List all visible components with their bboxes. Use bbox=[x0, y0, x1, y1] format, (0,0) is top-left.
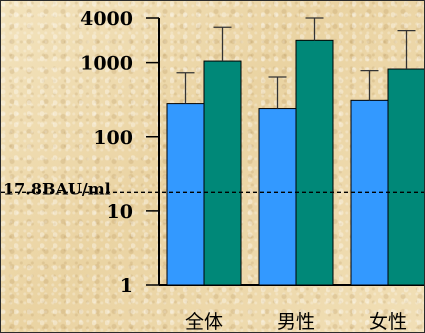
y-tick-label: 4000 bbox=[80, 8, 133, 30]
category-label: 男性 bbox=[277, 311, 315, 332]
error-bars bbox=[176, 17, 416, 109]
bar bbox=[258, 108, 297, 286]
bar bbox=[295, 39, 334, 286]
bar bbox=[166, 103, 205, 286]
bar bbox=[203, 60, 242, 286]
reference-line-label: 17.8BAU/ml bbox=[3, 179, 111, 198]
category-labels: 全体 男性 女性 bbox=[185, 311, 407, 332]
category-label: 女性 bbox=[369, 311, 407, 332]
y-ticks: 4000 1000 100 10 1 bbox=[80, 8, 159, 297]
reference-line-group: 17.8BAU/ml bbox=[1, 179, 424, 198]
bar bbox=[387, 68, 424, 286]
y-tick-label: 1000 bbox=[80, 53, 133, 75]
y-tick-label: 10 bbox=[107, 201, 133, 223]
y-tick-label: 100 bbox=[93, 127, 133, 149]
y-tick-label: 1 bbox=[120, 275, 133, 297]
bars bbox=[166, 39, 424, 286]
category-label: 全体 bbox=[185, 311, 223, 332]
